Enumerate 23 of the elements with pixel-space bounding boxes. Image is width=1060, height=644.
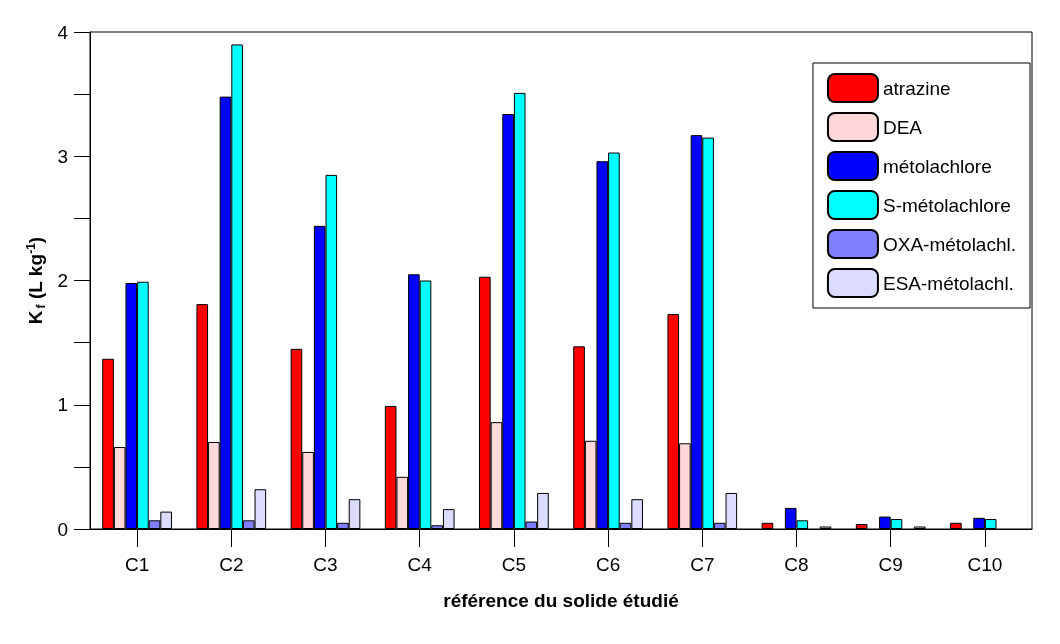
y-tick-label: 1: [57, 394, 68, 416]
y-tick-label: 3: [57, 145, 68, 167]
y-tick-label: 0: [57, 518, 68, 540]
x-tick-label: C4: [407, 554, 433, 575]
x-tick-label: C9: [878, 554, 903, 575]
x-tick-label: C3: [313, 554, 338, 575]
legend-label: atrazine: [882, 77, 951, 99]
legend-label: S-métolachlore: [882, 194, 1011, 216]
x-tick-label: C2: [219, 554, 244, 575]
legend-label: ESA-métolachl.: [882, 272, 1014, 294]
legend-label: métolachlore: [882, 155, 992, 177]
y-tick-label: 2: [57, 270, 68, 291]
legend-label: OXA-métolachl.: [882, 233, 1016, 255]
y-tick-label: 4: [57, 21, 69, 43]
x-axis-title: référence du solide étudié: [443, 590, 679, 611]
legend-label: DEA: [882, 116, 923, 138]
x-tick-label: C8: [784, 554, 809, 575]
x-tick-label: C7: [690, 554, 715, 575]
y-axis-title: Kf (L kg-1): [23, 236, 48, 325]
x-tick-label: C1: [124, 554, 150, 575]
x-tick-label: C6: [595, 554, 621, 575]
x-tick-label: C10: [967, 554, 1003, 575]
x-tick-label: C5: [501, 554, 527, 575]
